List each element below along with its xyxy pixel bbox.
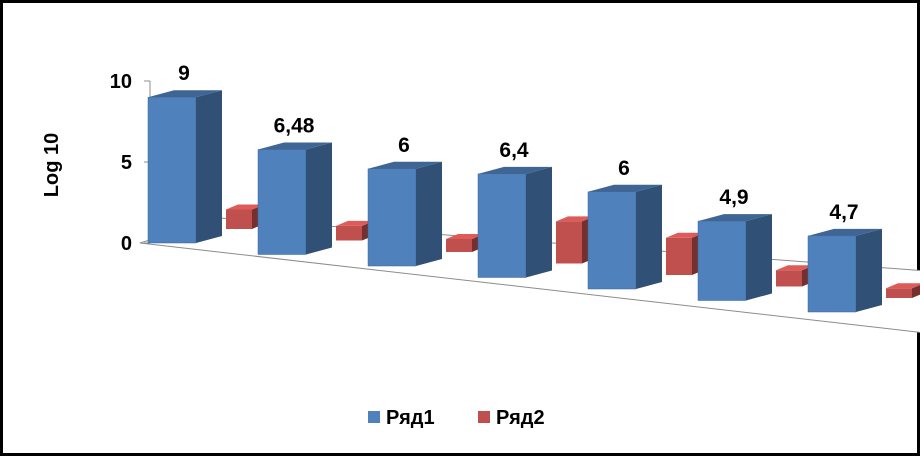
bar-series-2: [886, 283, 920, 298]
legend-label-series-1: Ряд1: [386, 407, 435, 429]
data-label: 4,7: [829, 201, 858, 224]
y-tick-labels: 0 5 10: [110, 71, 150, 255]
bar-series-1: [807, 228, 882, 313]
data-label: 6,4: [499, 139, 529, 162]
bar-series-1: [697, 214, 772, 301]
bar-series-1: [477, 166, 552, 278]
data-labels: 9 6,48 6 6,4 6 4,9 4,7: [178, 62, 858, 224]
data-label: 6: [618, 157, 630, 180]
bar-series-1: [147, 90, 222, 244]
series-1: [147, 90, 882, 313]
y-axis-title: Log 10: [41, 133, 63, 197]
data-label: 6: [398, 134, 410, 157]
legend: Ряд1 Ряд2: [368, 407, 545, 429]
y-tick-label: 0: [121, 233, 132, 255]
data-label: 4,9: [719, 186, 748, 209]
y-tick-label: 10: [110, 71, 132, 93]
legend-swatch-series-1: [368, 411, 380, 423]
bar-series-1: [257, 142, 332, 255]
legend-swatch-series-2: [478, 411, 490, 423]
legend-label-series-2: Ряд2: [496, 407, 545, 429]
bar-series-1: [587, 184, 662, 290]
data-label: 6,48: [274, 115, 315, 138]
data-label: 9: [178, 62, 190, 85]
y-tick-label: 5: [121, 152, 132, 174]
bar-series-1: [367, 161, 442, 267]
